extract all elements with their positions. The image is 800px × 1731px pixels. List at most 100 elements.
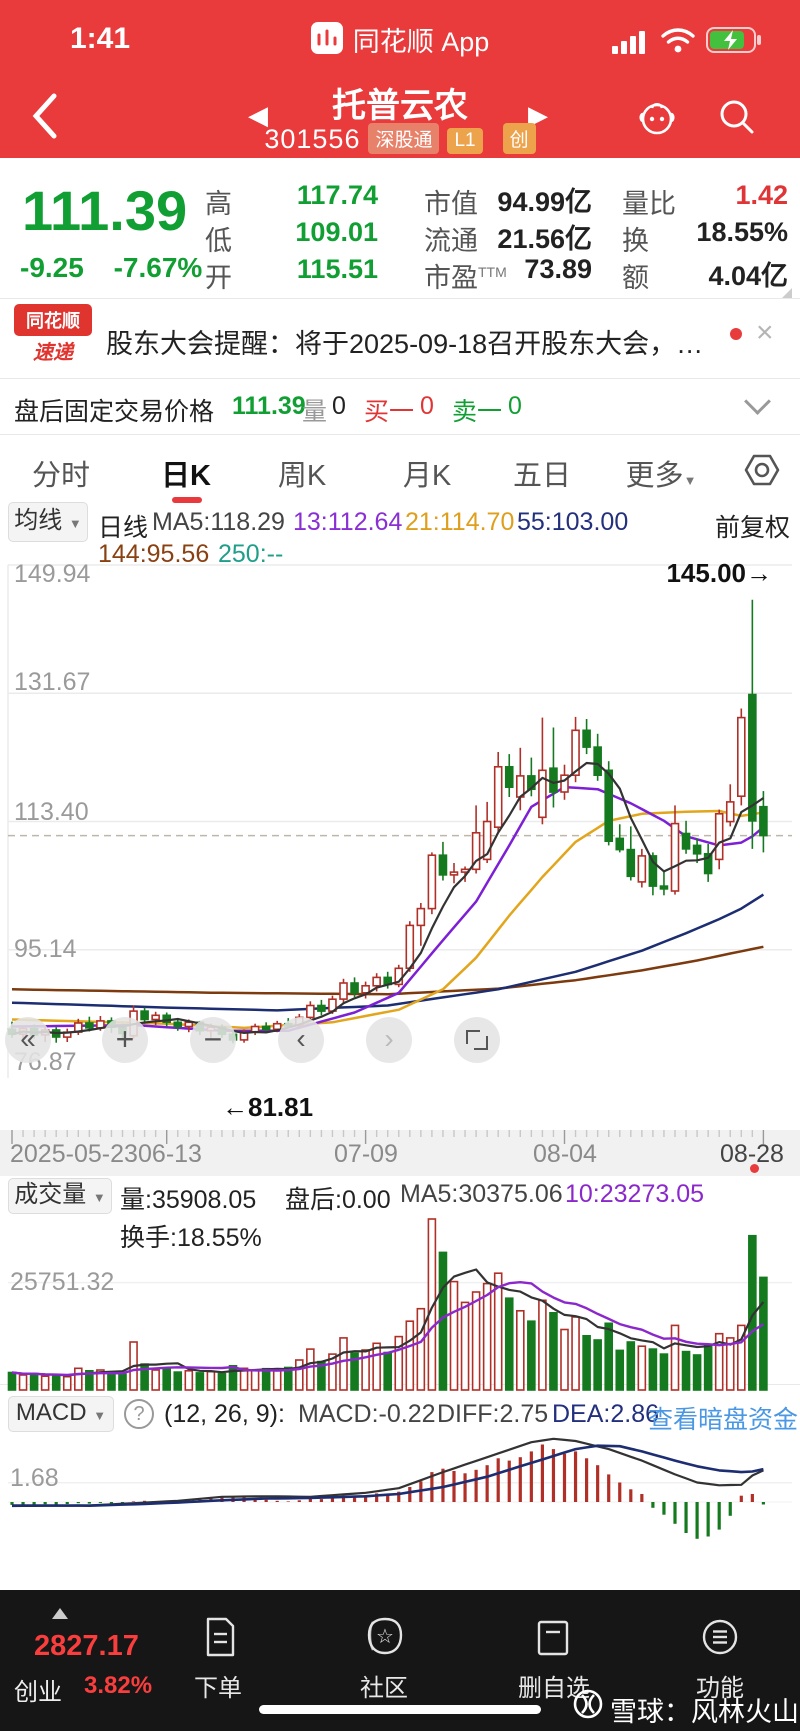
status-app-row: 同花顺 App [0, 20, 800, 59]
zoom-in-button[interactable]: + [102, 1017, 148, 1063]
prev-stock-arrow[interactable]: ◀ [248, 100, 268, 130]
price-change-pct: -7.67% [113, 252, 203, 283]
adjust-mode[interactable]: 前复权 [714, 514, 790, 542]
divider [0, 434, 800, 435]
nav-item-order[interactable]: 下单 [194, 1675, 242, 1702]
high-annotation: 145.00→ [666, 558, 772, 588]
watermark: 雪球：风林火山 [610, 1697, 799, 1727]
index-value[interactable]: 2827.17 [34, 1630, 139, 1662]
volume-indicator-chip[interactable]: 成交量 ▼ [8, 1178, 112, 1214]
back-button[interactable] [24, 88, 68, 144]
after-hours-vol-label: 量 [302, 398, 328, 426]
ai-robot-icon[interactable] [634, 94, 680, 140]
tab-daily-k[interactable]: 日K [161, 460, 211, 492]
index-change-pct[interactable]: 3.82% [84, 1672, 153, 1699]
after-hours-label: 盘后固定交易价格 [14, 398, 215, 426]
latest-date-dot [750, 1164, 759, 1173]
label-volratio: 量比 [622, 189, 676, 219]
after-hours-volume: 盘后:0.00 [285, 1186, 391, 1214]
ma250-value: 250:-- [218, 540, 284, 568]
label-low: 低 [205, 226, 232, 256]
page-title: 托普云农 [332, 87, 468, 125]
tab-fenshi[interactable]: 分时 [31, 460, 90, 492]
badge-chuang: 创 [502, 123, 536, 154]
date-label-3: 08-04 [533, 1140, 597, 1168]
price-axis-1: 149.94 [14, 560, 91, 588]
order-icon[interactable] [200, 1616, 240, 1658]
wifi-icon [660, 26, 696, 54]
active-tab-indicator [172, 497, 202, 503]
status-time: 1:41 [70, 22, 131, 55]
chevron-down-icon[interactable] [744, 388, 771, 415]
ma21-value: 21:114.70 [405, 508, 515, 536]
next-stock-arrow[interactable]: ▶ [528, 100, 548, 130]
price-axis-2: 131.67 [14, 668, 91, 696]
index-name[interactable]: 创业 [14, 1679, 62, 1706]
ths-express-logo: 同花顺 速递 [14, 304, 92, 364]
divider [0, 378, 800, 379]
divider [0, 1384, 800, 1385]
app-name: 同花顺 App [352, 27, 490, 57]
date-axis-strip[interactable] [0, 1130, 800, 1176]
price-change-row: -9.25 -7.67% [20, 252, 202, 284]
price-axis-3: 113.40 [14, 798, 89, 826]
value-turnover: 18.55% [696, 217, 788, 247]
ma13-value: 13:112.64 [293, 508, 403, 536]
turnover-rate: 换手:18.55% [120, 1224, 262, 1252]
tab-five-day[interactable]: 五日 [512, 460, 571, 492]
caret-down-icon: ▼ [68, 516, 82, 531]
current-price: 111.39 [22, 179, 188, 242]
value-high: 117.74 [296, 180, 378, 210]
price-change: -9.25 [20, 252, 84, 283]
ma-selector-chip[interactable]: 均线 ▼ [8, 502, 88, 542]
ma55-value: 55:103.00 [517, 508, 629, 536]
macd-indicator-chip[interactable]: MACD ▼ [8, 1396, 114, 1432]
price-axis-4: 95.14 [14, 935, 77, 963]
pan-right-button[interactable]: › [366, 1017, 412, 1063]
label-mktcap: 市值 [424, 189, 478, 219]
caret-down-icon: ▼ [92, 1190, 106, 1205]
home-indicator[interactable] [259, 1705, 541, 1714]
volume-axis-label: 25751.32 [10, 1268, 115, 1296]
macd-value: MACD:-0.22 [298, 1400, 436, 1428]
nav-item-community[interactable]: 社区 [360, 1675, 408, 1702]
diff-value: DIFF:2.75 [437, 1400, 549, 1428]
chart-settings-icon[interactable] [742, 450, 782, 490]
pan-left-button[interactable]: ‹ [278, 1017, 324, 1063]
macd-params: (12, 26, 9): [164, 1400, 285, 1428]
notice-unread-dot [730, 328, 742, 340]
functions-icon[interactable] [700, 1617, 740, 1657]
community-icon[interactable]: ☆ [364, 1616, 406, 1658]
stock-code-row: 301556 深股通 L1 创 [150, 123, 650, 156]
svg-text:☆: ☆ [376, 1626, 394, 1648]
notice-close-icon[interactable]: × [756, 316, 774, 349]
value-mktcap: 94.99亿 [497, 187, 592, 217]
sell-one-label: 卖一 [452, 398, 503, 426]
value-float: 21.56亿 [497, 224, 592, 254]
remove-watchlist-icon[interactable] [534, 1618, 572, 1658]
badge-l1[interactable]: L1 [447, 128, 483, 154]
label-pe: 市盈TTM [424, 263, 507, 293]
zoom-out-button[interactable]: − [190, 1017, 236, 1063]
value-low: 109.01 [295, 217, 378, 247]
volume-value: 量:35908.05 [120, 1186, 257, 1214]
notice-text[interactable]: 股东大会提醒：将于2025-09-18召开股东大会，… [106, 329, 704, 359]
ma144-value: 144:95.56 [98, 540, 210, 568]
nav-item-functions[interactable]: 功能 [696, 1675, 744, 1702]
tab-more[interactable]: 更多▼ [625, 460, 697, 492]
tab-weekly-k[interactable]: 周K [277, 460, 327, 492]
fullscreen-button[interactable] [454, 1017, 500, 1063]
caret-down-icon: ▼ [683, 473, 697, 488]
caret-down-icon: ▼ [93, 1408, 107, 1423]
dark-pool-link[interactable]: 查看暗盘资金 [648, 1406, 799, 1434]
tab-monthly-k[interactable]: 月K [402, 460, 452, 492]
search-icon[interactable] [714, 94, 760, 140]
label-turnover: 换 [622, 226, 649, 256]
help-icon[interactable]: ? [124, 1399, 154, 1429]
macd-axis-label: 1.68 [10, 1464, 59, 1492]
volume-ma5: MA5:30375.06 [400, 1180, 563, 1208]
volume-ma10: 10:23273.05 [565, 1180, 705, 1208]
rewind-button[interactable]: « [5, 1017, 51, 1063]
label-amount: 额 [622, 263, 649, 293]
panel-corner-handle[interactable] [782, 288, 792, 298]
